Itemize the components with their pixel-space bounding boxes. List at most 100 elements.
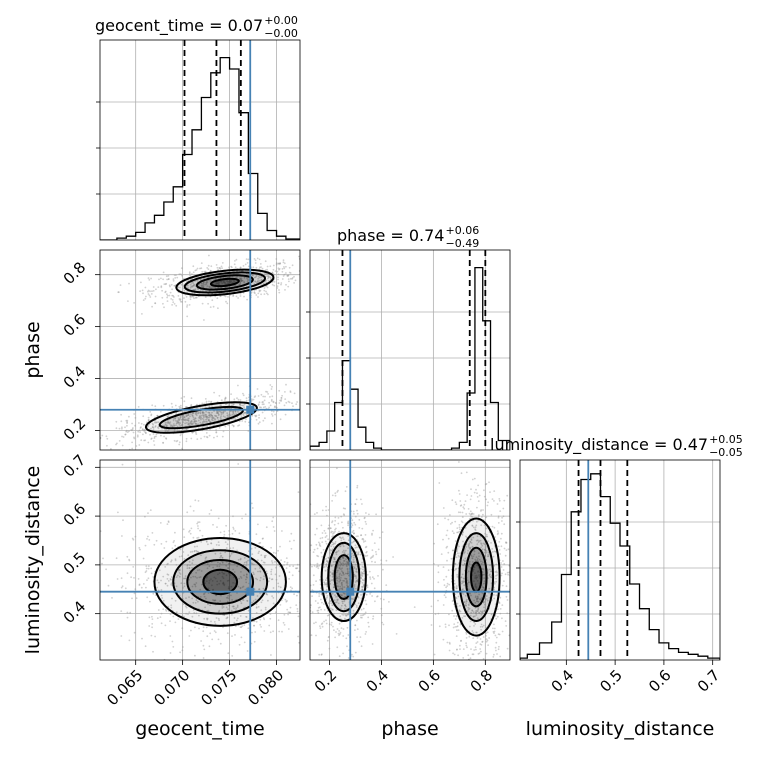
sample-point bbox=[228, 562, 231, 565]
sample-point bbox=[501, 520, 503, 522]
sample-point bbox=[192, 510, 195, 512]
sample-point bbox=[306, 264, 308, 266]
sample-point bbox=[224, 396, 227, 399]
sample-point bbox=[479, 610, 482, 613]
sample-point bbox=[238, 420, 241, 423]
sample-point bbox=[191, 423, 194, 425]
sample-point bbox=[340, 594, 343, 597]
sample-point bbox=[476, 595, 479, 598]
sample-point bbox=[206, 421, 208, 423]
sample-point bbox=[255, 266, 258, 269]
sample-point bbox=[365, 550, 368, 553]
sample-point bbox=[243, 557, 246, 559]
sample-point bbox=[306, 537, 308, 539]
sample-point bbox=[245, 258, 248, 260]
sample-point bbox=[325, 582, 328, 584]
sample-point bbox=[465, 644, 468, 647]
sample-point bbox=[208, 416, 210, 419]
density-panel-geocent_time-phase bbox=[100, 250, 308, 450]
sample-point bbox=[331, 572, 334, 574]
sample-point bbox=[227, 415, 230, 418]
sample-point bbox=[301, 599, 303, 601]
sample-point bbox=[306, 566, 308, 568]
sample-point bbox=[297, 582, 299, 584]
sample-point bbox=[255, 294, 258, 296]
sample-point bbox=[166, 578, 169, 580]
sample-point bbox=[250, 502, 253, 505]
sample-point bbox=[461, 589, 464, 591]
sample-point bbox=[340, 515, 343, 518]
sample-point bbox=[259, 570, 261, 572]
sample-point bbox=[483, 495, 486, 498]
sample-point bbox=[196, 267, 199, 270]
sample-point bbox=[192, 559, 194, 562]
sample-point bbox=[265, 526, 268, 529]
sample-point bbox=[223, 281, 225, 284]
sample-point bbox=[318, 564, 321, 567]
sample-point bbox=[506, 494, 509, 497]
sample-point bbox=[281, 394, 283, 397]
sample-point bbox=[342, 614, 345, 616]
sample-point bbox=[137, 406, 140, 408]
sample-point bbox=[212, 424, 215, 427]
sample-point bbox=[155, 421, 157, 424]
sample-point bbox=[465, 642, 467, 645]
sample-point bbox=[499, 608, 502, 610]
sample-point bbox=[496, 571, 498, 574]
sample-point bbox=[198, 415, 201, 417]
sample-point bbox=[134, 588, 137, 590]
sample-point bbox=[182, 418, 185, 421]
sample-point bbox=[239, 399, 242, 401]
sample-point bbox=[288, 571, 291, 573]
sample-point bbox=[438, 625, 441, 628]
sample-point bbox=[227, 572, 230, 575]
sample-point bbox=[287, 613, 289, 616]
ylabel-phase: phase bbox=[22, 321, 44, 378]
sample-point bbox=[290, 547, 293, 550]
sample-point bbox=[495, 594, 498, 597]
sample-point bbox=[277, 582, 280, 585]
sample-point bbox=[192, 575, 195, 578]
sample-point bbox=[485, 535, 488, 538]
sample-point bbox=[222, 415, 225, 418]
sample-point bbox=[193, 283, 196, 286]
sample-point bbox=[188, 578, 191, 581]
sample-point bbox=[476, 641, 479, 643]
sample-point bbox=[195, 549, 198, 552]
sample-point bbox=[476, 539, 479, 542]
sample-point bbox=[335, 551, 338, 554]
sample-point bbox=[334, 516, 337, 519]
sample-point bbox=[234, 410, 237, 413]
sample-point bbox=[181, 414, 184, 417]
sample-point bbox=[219, 277, 222, 279]
sample-point bbox=[230, 282, 232, 284]
sample-point bbox=[433, 563, 435, 565]
sample-point bbox=[478, 558, 481, 561]
sample-point bbox=[369, 557, 372, 560]
sample-point bbox=[196, 551, 199, 553]
sample-point bbox=[215, 281, 218, 284]
sample-point bbox=[138, 584, 141, 586]
sample-point bbox=[499, 510, 502, 512]
sample-point bbox=[245, 616, 248, 618]
sample-point bbox=[257, 570, 259, 573]
sample-point bbox=[240, 279, 243, 282]
sample-point bbox=[144, 571, 147, 574]
x-tick-label-phase: 0.2 bbox=[311, 666, 341, 696]
sample-point bbox=[209, 286, 212, 288]
sample-point bbox=[207, 411, 210, 414]
sample-point bbox=[147, 577, 150, 580]
sample-point bbox=[216, 416, 219, 419]
sample-point bbox=[456, 550, 458, 553]
sample-point bbox=[364, 633, 367, 635]
sample-point bbox=[500, 574, 503, 577]
sample-point bbox=[375, 513, 377, 516]
sample-point bbox=[259, 266, 261, 269]
sample-point bbox=[148, 279, 151, 281]
sample-point bbox=[269, 276, 272, 279]
sample-point bbox=[283, 404, 286, 407]
sample-point bbox=[232, 528, 235, 530]
sample-point bbox=[485, 483, 488, 485]
sample-point bbox=[151, 618, 154, 620]
sample-point bbox=[472, 632, 475, 634]
